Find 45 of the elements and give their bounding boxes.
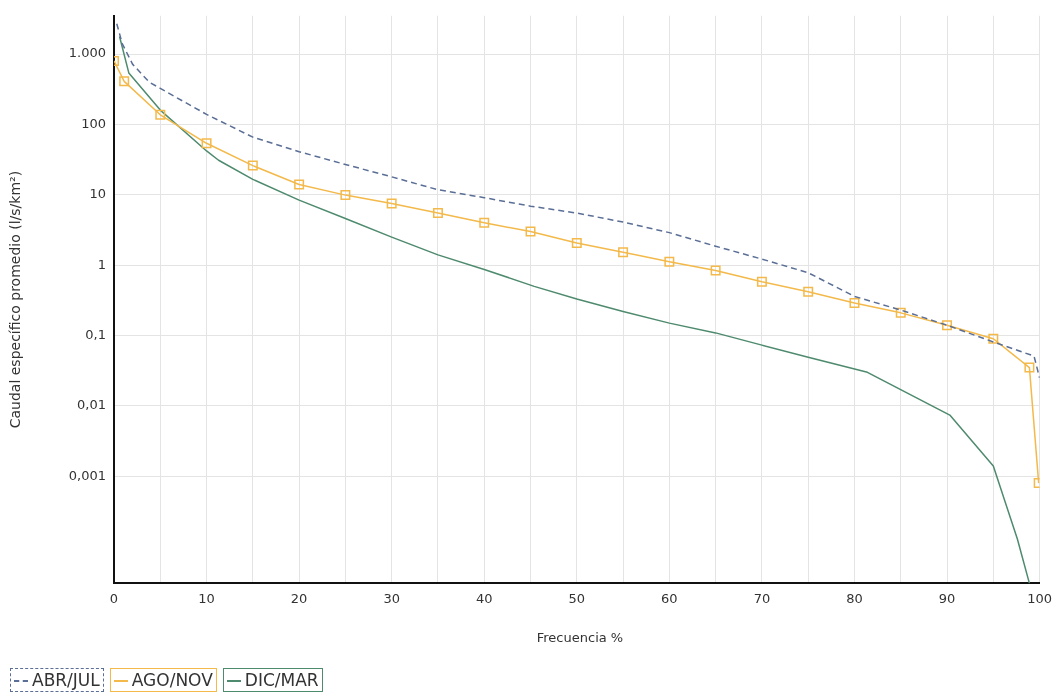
y-tick-label: 0,001 bbox=[68, 467, 106, 483]
point bbox=[155, 109, 166, 120]
x-tick-label: 80 bbox=[846, 590, 863, 606]
point bbox=[710, 265, 721, 276]
point bbox=[247, 160, 258, 171]
point bbox=[201, 138, 212, 149]
y-tick-label: 1.000 bbox=[68, 45, 106, 61]
point bbox=[294, 179, 305, 190]
x-tick-label: 70 bbox=[753, 590, 771, 606]
x-axis-title: Frecuencia % bbox=[535, 630, 625, 645]
line-series bbox=[116, 22, 1040, 379]
point bbox=[803, 286, 814, 297]
y-tick-label: 10 bbox=[89, 186, 106, 202]
point bbox=[942, 320, 953, 331]
point bbox=[386, 198, 397, 209]
x-tick-label: 50 bbox=[568, 590, 586, 606]
point bbox=[1024, 362, 1035, 373]
point bbox=[849, 298, 860, 308]
y-tick-label: 100 bbox=[81, 115, 106, 131]
y-tick-label: 1 bbox=[97, 256, 106, 272]
x-tick-label: 20 bbox=[290, 590, 308, 606]
x-tick-label: 60 bbox=[661, 590, 678, 606]
point bbox=[664, 256, 675, 267]
legend-label: ABR/JUL bbox=[10, 668, 104, 692]
legend-label: DIC/MAR bbox=[222, 668, 323, 692]
point bbox=[895, 307, 906, 318]
point bbox=[618, 247, 629, 258]
y-tick-label: 0,01 bbox=[77, 397, 106, 413]
x-tick-label: 100 bbox=[1027, 590, 1053, 606]
x-tick-label: 90 bbox=[938, 590, 956, 606]
x-tick-label: 0 bbox=[109, 590, 119, 606]
point bbox=[988, 333, 999, 344]
x-tick-label: 30 bbox=[383, 590, 400, 606]
x-tick-label: 10 bbox=[198, 590, 215, 606]
x-tick-label: 40 bbox=[475, 590, 493, 606]
point bbox=[119, 76, 130, 87]
point bbox=[756, 276, 767, 287]
point bbox=[340, 190, 351, 201]
legend-label: AGO/NOV bbox=[109, 668, 217, 692]
y-axis-title: Caudal específico promedio (l/s/km²) bbox=[7, 170, 24, 429]
point bbox=[525, 226, 536, 237]
point bbox=[479, 217, 490, 228]
point bbox=[571, 238, 582, 249]
point bbox=[432, 208, 443, 219]
y-tick-label: 0,1 bbox=[85, 326, 106, 342]
